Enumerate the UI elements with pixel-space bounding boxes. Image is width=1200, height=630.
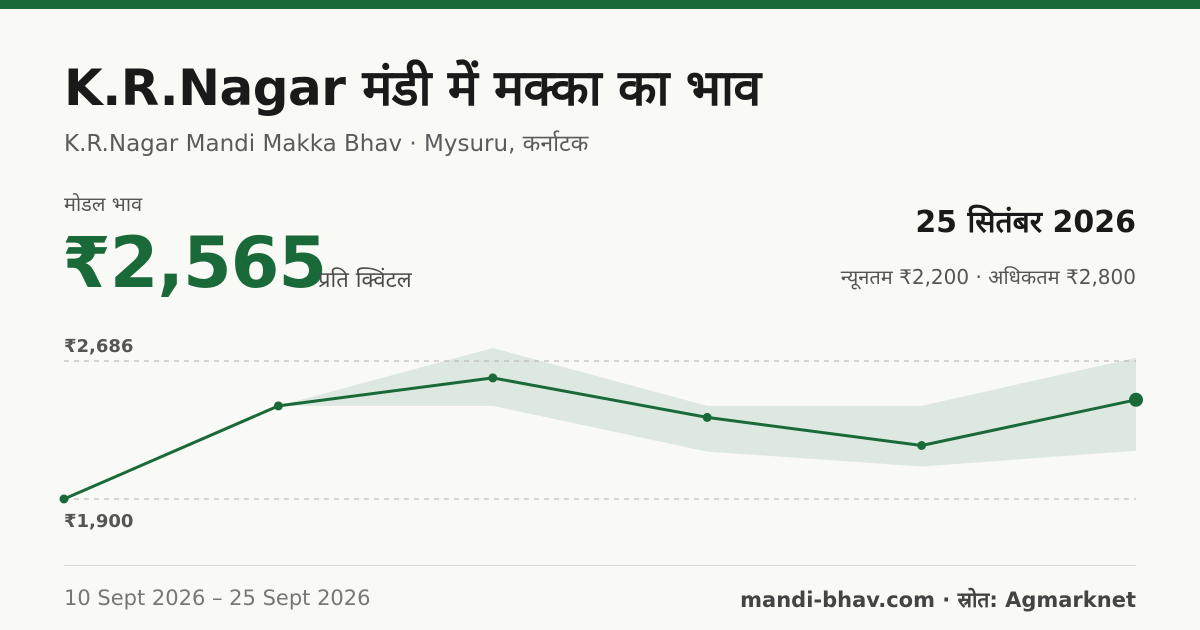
latest-price-point (1129, 392, 1143, 407)
price-unit: प्रति क्विंटल (318, 268, 412, 293)
date-range: 10 Sept 2026 – 25 Sept 2026 (64, 586, 371, 610)
modal-price-value: ₹2,565 (62, 222, 327, 304)
min-max-price: न्यूनतम ₹2,200 · अधिकतम ₹2,800 (840, 265, 1136, 289)
price-point (702, 412, 712, 422)
modal-price-label: मोडल भाव (64, 192, 143, 216)
price-line (63, 376, 1137, 501)
source-credit: mandi-bhav.com · स्रोत: Agmarknet (740, 588, 1136, 612)
reference-label: ₹2,686 (64, 336, 133, 357)
page-title: K.R.Nagar मंडी में मक्का का भाव (64, 59, 761, 117)
top-accent-bar (0, 0, 1200, 9)
price-point (273, 401, 283, 411)
price-point (917, 441, 927, 450)
price-date: 25 सितंबर 2026 (915, 205, 1136, 240)
reference-label: ₹1,900 (64, 511, 133, 532)
min-max-band (278, 348, 1136, 467)
price-point (488, 373, 498, 383)
footer-divider (64, 565, 1136, 566)
page-subtitle: K.R.Nagar Mandi Makka Bhav · Mysuru, कर्… (64, 131, 589, 157)
price-point (59, 494, 69, 504)
